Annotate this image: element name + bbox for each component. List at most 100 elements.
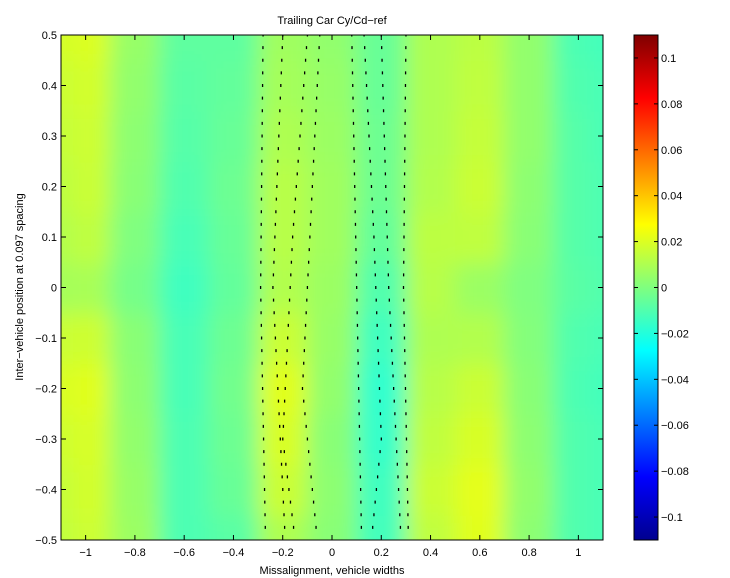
heatmap-cell [356,363,407,415]
heatmap-cell [590,161,603,213]
colorbar: −0.1 −0.08 −0.06 −0.04 −0.02 0 0.02 0.04 0.06 0.0… [633,34,689,541]
heatmap-cell [553,161,592,213]
contour-dot [403,323,405,327]
contour-dot [259,286,262,289]
contour-dot [381,71,384,75]
heatmap-cell [307,161,358,213]
contour-dot [309,462,311,466]
contour-dot [287,323,289,327]
heatmap-cell [73,464,112,516]
contour-dot [374,273,376,277]
contour-dot [260,273,262,277]
contour-dot [312,159,315,163]
contour-dot [288,298,291,302]
contour-dot [306,35,309,37]
heatmap-cell [61,110,75,163]
contour-dot [278,412,280,416]
contour-dot [407,513,409,517]
contour-dot [264,513,266,517]
contour-dot [299,134,301,138]
contour-dot [404,387,407,390]
contour-dot [403,336,406,340]
contour-dot [403,197,406,201]
contour-dot [393,399,395,403]
contour-dot [396,462,398,466]
contour-dot [359,488,362,491]
contour-dot [310,475,312,479]
contour-dot [403,235,405,239]
contour-dot [315,525,317,529]
heatmap-cell [61,464,75,516]
contour-dot [352,96,354,100]
heatmap-cell [208,413,260,466]
y-tick-label: 0 [51,283,57,295]
heatmap-cell [405,211,457,264]
contour-dot [373,248,376,252]
contour-dot [359,475,362,479]
contour-dot [387,260,389,264]
heatmap-cell [159,211,210,264]
contour-dot [282,424,285,428]
heatmap-cell [504,110,555,163]
contour-dot [405,58,407,62]
heatmap-cell [307,110,358,163]
heatmap-cell [590,60,603,112]
x-tick-label: 0.2 [374,547,389,559]
contour-dot [404,134,406,138]
contour-dot [272,298,275,302]
heatmap-cell [110,161,161,213]
contour-dot [392,387,395,390]
contour-dot [357,361,359,365]
contour-dot [276,374,278,378]
contour-dot [277,147,279,151]
contour-dot [316,96,318,100]
contour-dot [387,273,389,277]
heatmap-cell [159,161,210,213]
contour-dot [293,210,296,214]
contour-dot [292,222,295,226]
heatmap-cell [258,161,309,213]
contour-dot [272,273,275,277]
contour-dot [355,235,357,239]
contour-dot [261,134,263,138]
contour-dot [261,121,263,125]
heatmap-cell [159,35,210,62]
heatmap-cell [590,514,603,540]
contour-dot [372,222,374,226]
contour-dot [370,172,372,176]
heatmap-cell [553,262,592,314]
contour-dot [356,311,358,315]
contour-dot [363,35,365,37]
contour-dot [312,500,315,504]
x-tick-label: 0.4 [423,547,438,559]
colorbar-tick-label: 0.06 [661,145,682,157]
contour-dot [404,147,406,151]
heatmap-cell [356,35,407,62]
contour-dot [307,273,309,277]
heatmap-cell [455,211,506,264]
heatmap-cell [455,413,506,466]
contour-dot [260,311,262,315]
contour-dot [390,336,392,340]
contour-dot [404,361,406,365]
contour-dot [355,260,357,264]
contour-dot [357,349,359,353]
contour-dot [283,450,285,454]
contour-dot [368,147,371,151]
heatmap-cell [590,262,603,314]
contour-dot [389,323,392,327]
contour-dot [358,424,361,428]
contour-dot [262,412,264,416]
contour-dot [282,488,284,491]
contour-dot [263,488,266,491]
contour-dot [277,159,279,163]
heatmap-cell [356,110,407,163]
contour-dot [316,84,318,87]
colorbar-axis: −0.1 −0.08 −0.06 −0.04 −0.02 0 0.02 0.04 0.06 0.0… [634,53,689,524]
contour-dot [356,298,358,302]
heatmap-cell [504,514,555,540]
heatmap-cell [73,110,112,163]
heatmap-cell [455,35,506,62]
y-tick-label: 0.4 [42,81,57,93]
contour-dot [397,488,400,491]
